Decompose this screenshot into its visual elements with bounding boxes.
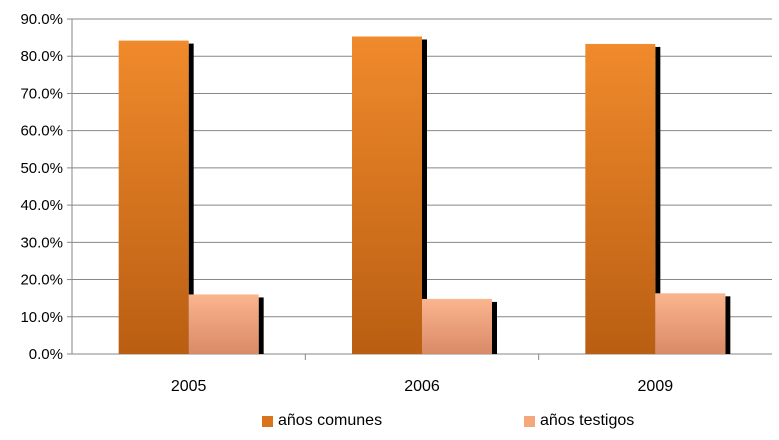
bar-2-2006 <box>422 298 492 354</box>
bar-shadow <box>188 43 194 354</box>
bar-shadow <box>258 297 264 354</box>
legend-item-series-2: años testigos <box>524 412 634 430</box>
y-tick-label: 70.0% <box>20 85 63 102</box>
y-tick-label: 40.0% <box>20 197 63 214</box>
bar-1-2005 <box>118 40 189 354</box>
bar-shadow <box>422 39 427 354</box>
legend-item-series-1: años comunes <box>262 412 382 430</box>
y-tick-label: 50.0% <box>20 160 63 177</box>
y-tick-label: 20.0% <box>20 272 63 289</box>
y-tick-label: 60.0% <box>20 123 63 140</box>
legend-swatch-series-2 <box>524 415 535 427</box>
bar-shadow <box>725 296 731 354</box>
x-tick-label: 2009 <box>638 378 674 395</box>
x-tick-label: 2005 <box>171 378 207 395</box>
x-tick-label: 2006 <box>404 378 440 395</box>
bar-chart: 0.0% 10.0% 20.0% 30.0% 40.0% 50.0% 60.0% 70.0% 8… <box>20 11 772 395</box>
legend-label-series-1: años comunes <box>278 412 383 429</box>
legend-label-series-2: años testigos <box>540 412 635 429</box>
y-tick-label: 0.0% <box>29 346 63 363</box>
bar-shadow <box>492 301 497 354</box>
legend-swatch-series-1 <box>262 415 273 427</box>
y-tick-label: 30.0% <box>20 234 63 251</box>
y-tick-label: 80.0% <box>20 48 63 65</box>
bar-1-2009 <box>585 43 656 354</box>
bar-2-2005 <box>188 294 259 354</box>
y-tick-label: 90.0% <box>20 11 63 28</box>
bar-2-2009 <box>655 293 726 354</box>
bar-shadow <box>655 46 661 354</box>
y-tick-label: 10.0% <box>20 309 63 326</box>
legend: años comunes años testigos <box>0 412 779 438</box>
bar-1-2006 <box>352 36 422 354</box>
